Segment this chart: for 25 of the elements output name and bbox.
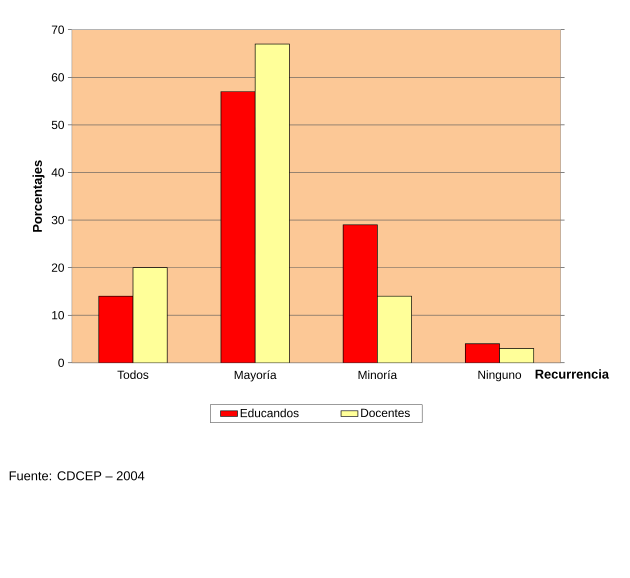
legend-label: Docentes (361, 408, 410, 418)
bar (220, 91, 256, 363)
bar (499, 348, 534, 363)
bar (342, 224, 378, 363)
y-tick-label: 20 (52, 263, 64, 272)
legend-label: Educandos (240, 408, 299, 418)
y-tick-label: 10 (52, 311, 64, 320)
y-tick-label: 0 (58, 358, 64, 368)
source-note: Fuente: CDCEP – 2004 (10, 471, 144, 480)
bar (132, 267, 168, 363)
bar (98, 296, 134, 363)
y-tick-label: 50 (52, 120, 64, 130)
y-tick-label: 40 (52, 168, 64, 177)
y-axis-title: Porcentajes (32, 160, 44, 232)
y-tick-label: 70 (52, 26, 64, 34)
x-tick-label: Mayoría (234, 370, 277, 382)
bar (377, 296, 412, 363)
x-axis-title: Recurrencia (536, 369, 610, 379)
x-tick-label: Minoría (358, 370, 398, 380)
x-tick-label: Todos (117, 370, 148, 379)
y-tick-label: 60 (52, 73, 64, 82)
y-tick-label: 30 (52, 216, 64, 224)
bar (464, 343, 500, 363)
x-tick-label: Ninguno (478, 370, 522, 382)
bar (254, 44, 290, 363)
